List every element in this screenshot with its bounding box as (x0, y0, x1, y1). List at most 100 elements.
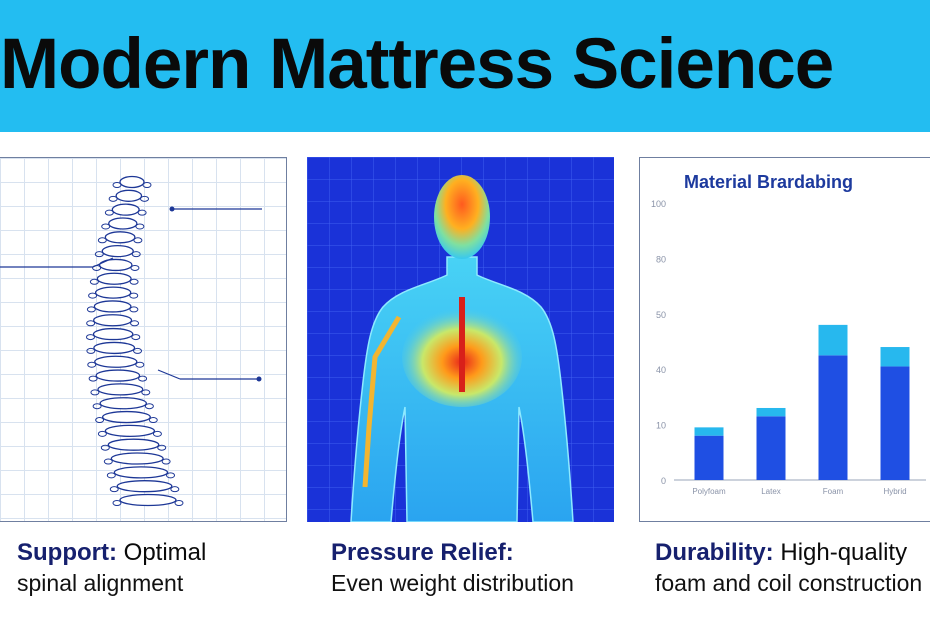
caption-durability-rest: High-quality (773, 539, 908, 566)
caption-pressure: Pressure Relief: Even weight distributio… (331, 538, 574, 598)
vertebra (93, 341, 136, 355)
vertebra (101, 244, 134, 258)
vertebra-process (137, 209, 147, 216)
vertebra-process (92, 403, 102, 410)
vertebra-process (112, 182, 122, 188)
vertebra (93, 300, 132, 313)
caption-durability-line2: foam and coil construction (655, 570, 923, 596)
vertebra-process (87, 361, 97, 368)
vertebra (94, 355, 138, 368)
materials-panel: Material Brardabing 0 10 40 50 80 100 Polyfoam… (639, 157, 930, 522)
vertebra (101, 410, 151, 424)
vertebra-process (85, 334, 95, 341)
caption-pressure-bold: Pressure Relief: (331, 539, 514, 566)
x-tick-label: Foam (823, 487, 844, 496)
vertebra-process (100, 444, 110, 451)
vertebra-process (144, 403, 154, 410)
caption-support-bold: Support: (17, 539, 117, 566)
vertebra (119, 175, 145, 189)
vertebra-process (131, 251, 141, 258)
vertebra-process (129, 292, 139, 299)
vertebra (108, 217, 138, 230)
vertebra (92, 327, 134, 341)
vertebra-process (148, 417, 158, 424)
vertebra (96, 272, 132, 285)
vertebra-process (135, 223, 145, 230)
vertebra (113, 466, 169, 479)
vertebra-process (133, 347, 143, 354)
vertebra (98, 258, 133, 272)
x-tick-label: Latex (761, 487, 781, 496)
vertebra-process (131, 334, 141, 341)
vertebra-process (142, 182, 152, 188)
vertebra (93, 314, 133, 327)
y-tick-label: 50 (656, 310, 666, 320)
vertebra-process (86, 306, 96, 313)
vertebra-process (106, 472, 116, 479)
vertebra (107, 438, 160, 451)
vertebra-process (166, 472, 176, 479)
caption-support-line2: spinal alignment (17, 570, 184, 596)
bar-segment (756, 416, 786, 480)
vertebra-process (90, 389, 100, 396)
vertebra-process (86, 320, 96, 327)
x-tick-label: Polyfoam (692, 487, 726, 496)
vertebra-process (129, 306, 139, 313)
vertebra-process (138, 375, 148, 382)
vertebra-process (86, 347, 96, 354)
vertebra (119, 493, 177, 507)
body-heatmap-icon (307, 157, 614, 522)
x-tick-label: Hybrid (883, 487, 906, 496)
vertebra-process (97, 237, 107, 244)
chart-title: Material Brardabing (684, 172, 854, 192)
vertebra-process (88, 375, 98, 382)
vertebra-process (140, 195, 150, 202)
material-chart: 0 10 40 50 80 100 Polyfoam Latex Foam Hybrid (651, 199, 926, 496)
vertebra (104, 231, 136, 244)
bar-segment (818, 355, 848, 480)
caption-durability: Durability: High-quality foam and coil c… (655, 538, 922, 598)
vertebra (95, 369, 141, 382)
arm-heat (362, 315, 402, 488)
vertebra-process (130, 264, 140, 271)
bar-segment (880, 347, 910, 367)
vertebra (99, 397, 148, 410)
pointer-line-left-connector (92, 257, 114, 268)
page-title: Modern Mattress Science (0, 25, 834, 104)
caption-pressure-line2: Even weight distribution (331, 570, 574, 596)
vertebra-process (97, 430, 107, 437)
vertebra-process (133, 237, 143, 244)
vertebra (104, 424, 156, 438)
vertebra-process (152, 430, 162, 437)
y-tick-label: 0 (661, 476, 666, 486)
bar-segment (818, 324, 848, 356)
vertebra-process (130, 320, 140, 327)
bar-segment (756, 407, 786, 417)
vertebra-process (101, 223, 111, 230)
pointer-dot-right (256, 376, 262, 382)
vertebra (116, 480, 173, 493)
spine-panel (0, 157, 287, 522)
y-tick-label: 10 (656, 421, 666, 431)
y-tick-label: 80 (656, 254, 666, 264)
vertebra-process (94, 251, 104, 258)
vertebra-process (89, 278, 99, 285)
vertebra-process (108, 195, 118, 202)
caption-support-rest: Optimal (116, 539, 207, 566)
vertebra-process (174, 500, 184, 506)
vertebra (94, 286, 132, 299)
vertebrae-group (85, 175, 184, 507)
y-tick-label: 100 (651, 199, 666, 209)
vertebra-process (161, 458, 171, 465)
title-banner: Modern Mattress Science (0, 0, 930, 132)
vertebra-process (135, 361, 145, 368)
vertebra (110, 452, 164, 465)
pointer-line-right-connector (157, 369, 181, 380)
vertebra-process (103, 458, 113, 465)
spine-icon (0, 175, 262, 507)
bar-segment (694, 427, 724, 436)
y-tick-label: 40 (656, 365, 666, 375)
vertebra-process (112, 500, 122, 506)
bar-segment (880, 366, 910, 480)
pressure-panel (307, 157, 614, 522)
